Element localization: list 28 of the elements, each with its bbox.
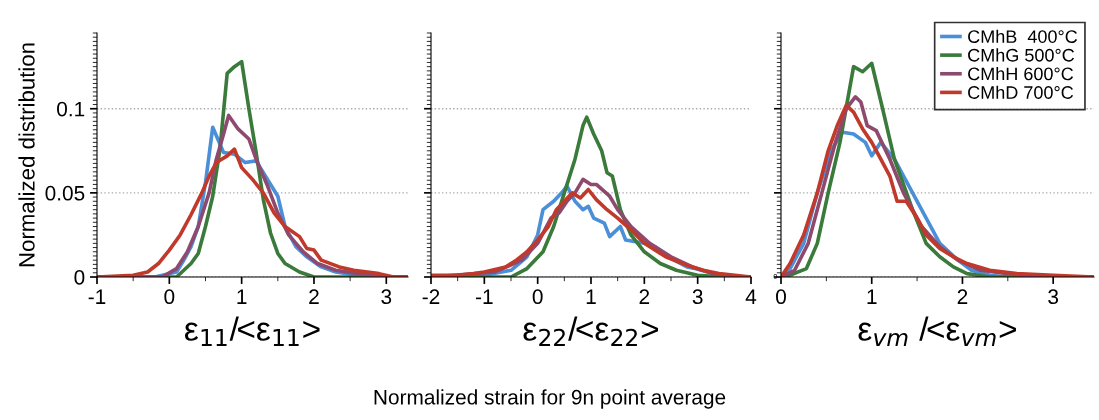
y-tick-label: 0 [74, 270, 85, 285]
x-tick-label: 1 [237, 289, 247, 304]
legend-label: CMhD 700°C [968, 85, 1074, 99]
y-axis-title: Normalized distribution [18, 43, 35, 267]
x-axis-title: ε$_{11}$/<ε$_{11}$> [184, 316, 320, 347]
x-tick-label: 2 [957, 289, 968, 304]
x-tick-label: 0 [776, 289, 786, 305]
x-tick-label: 3 [381, 289, 392, 305]
x-tick-label: 2 [309, 289, 319, 304]
legend-label: CMhH 600°C [968, 67, 1074, 81]
y-tick-label: 0.05 [45, 185, 85, 201]
x-tick-label: 1 [867, 289, 877, 304]
x-tick-label: 3 [692, 289, 703, 305]
x-axis-title: ε$_{22}$/<ε$_{22}$> [523, 316, 658, 347]
x-tick-label: 3 [1048, 289, 1059, 305]
x-tick-label: -2 [422, 289, 440, 304]
x-tick-label: 0 [164, 289, 175, 305]
x-tick-label: 2 [639, 289, 650, 304]
x-axis-title: ε$_{vm}$ /<ε$_{vm}$> [858, 316, 1016, 347]
x-tick-label: 4 [745, 289, 757, 304]
y-tick-label: 0.1 [57, 101, 85, 117]
text: Normalized strain for 9n point average [374, 389, 726, 409]
x-tick-label: 0 [532, 289, 543, 305]
x-tick-label: -1 [88, 289, 106, 304]
x-tick-label: -1 [476, 289, 493, 304]
legend-label: CMhG 500°C [968, 48, 1075, 62]
legend-label: CMhB 400°C [968, 29, 1078, 43]
x-tick-label: 1 [586, 289, 596, 304]
